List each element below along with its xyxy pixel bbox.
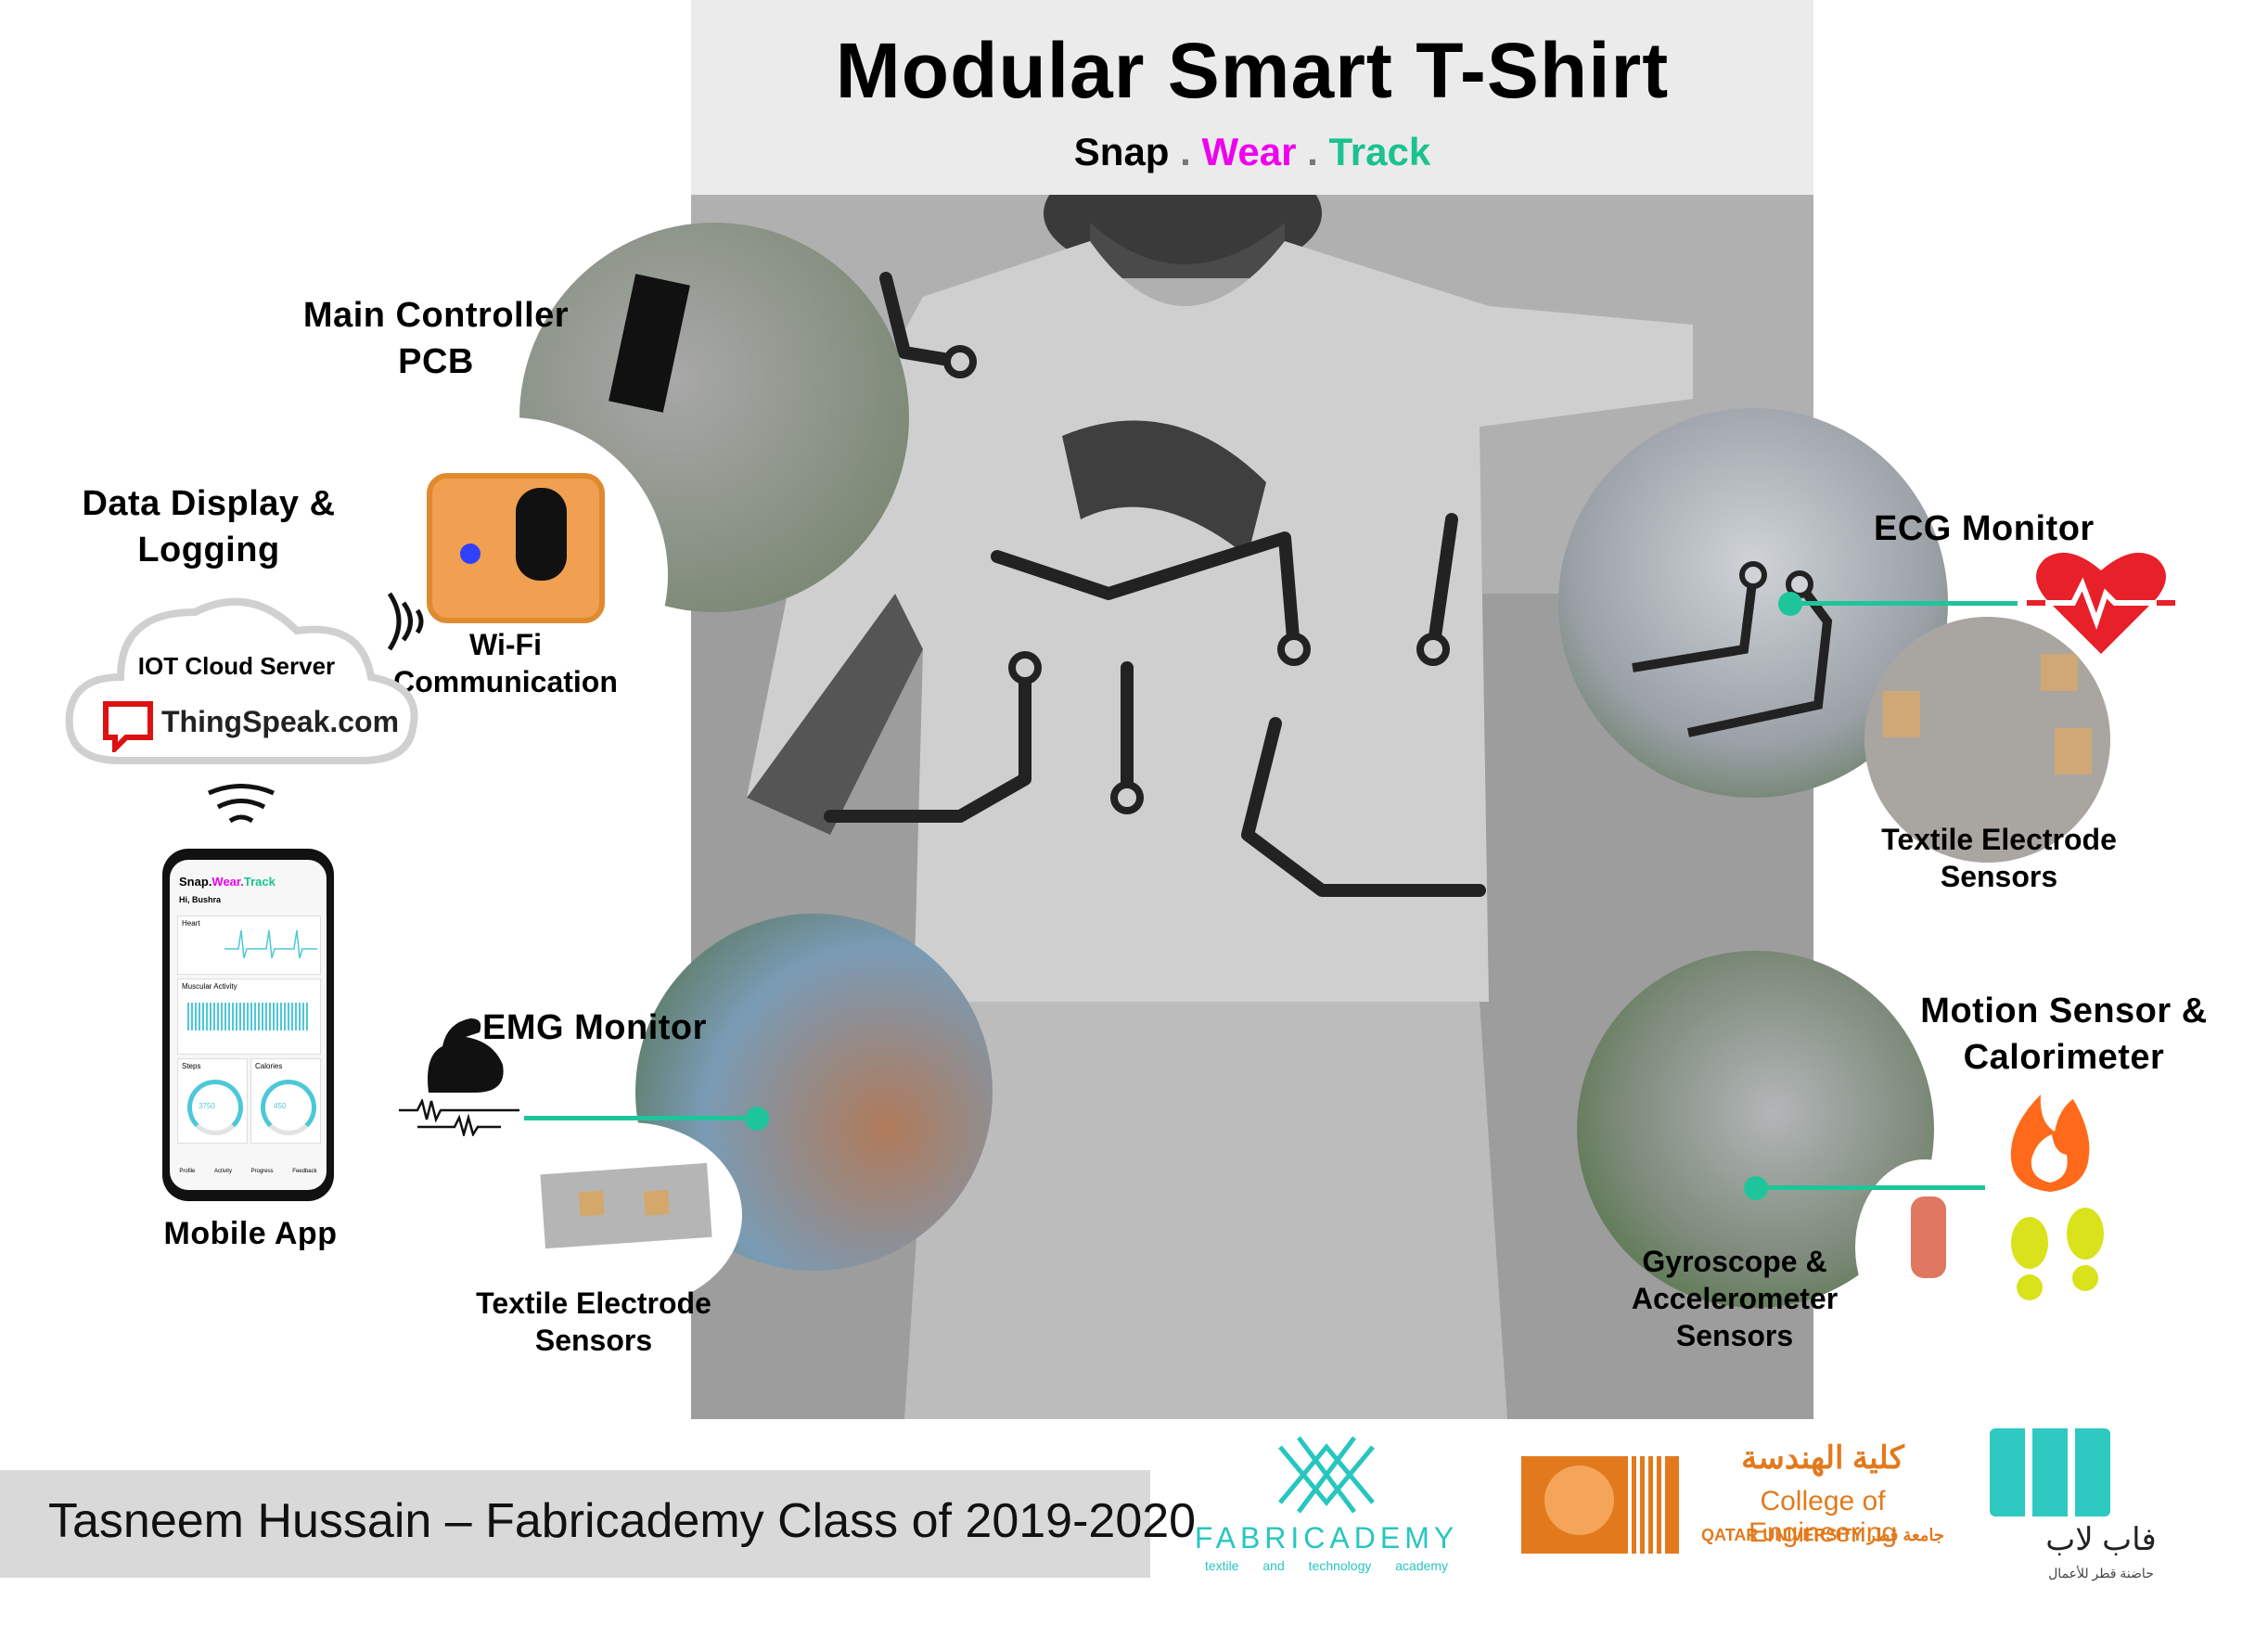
- emg-monitor-label: EMG Monitor: [482, 1008, 707, 1047]
- fire-icon: [2010, 1094, 2090, 1192]
- controller-module-icon: [609, 274, 690, 413]
- ecg-sensor-photo: [1864, 617, 2110, 863]
- motion-connector-node: [1744, 1176, 1768, 1200]
- app-title-track: Track: [243, 875, 275, 889]
- qu-name: QATAR UNIVERSITY جامعة قطر: [1688, 1526, 1957, 1545]
- gyro-sensors-label: Gyroscope & Accelerometer Sensors: [1631, 1245, 1839, 1352]
- nav-feedback[interactable]: Feedback: [292, 1169, 317, 1174]
- ecg-connector-line: [1795, 601, 2018, 606]
- cloud-icon: [65, 597, 418, 764]
- page-title: Modular Smart T-Shirt: [835, 27, 1670, 114]
- footer-credit: Tasneem Hussain – Fabricademy Class of 2…: [48, 1494, 1197, 1548]
- fablab-arabic-name: فاب لاب: [2045, 1522, 2157, 1557]
- fabricademy-logo[interactable]: FABRICADEMY textile and technology acade…: [1178, 1428, 1475, 1581]
- steps-card-label: Steps: [182, 1062, 201, 1070]
- college-of-engineering-logo[interactable]: كلية الهندسة College of Engineering QATA…: [1521, 1438, 1957, 1558]
- app-title: Snap.Wear.Track: [179, 875, 275, 889]
- emg-sensor-photo: [515, 1122, 742, 1308]
- qu-english-name: QATAR UNIVERSITY: [1701, 1526, 1864, 1544]
- calories-card-label: Calories: [255, 1062, 283, 1070]
- fablab-subtitle: حاضنة قطر للأعمال: [2048, 1566, 2154, 1580]
- tagline-separator: .: [1307, 130, 1318, 173]
- steps-card[interactable]: Steps 3750: [177, 1058, 248, 1144]
- thingspeak-name: ThingSpeak.com: [161, 705, 400, 738]
- ecg-electrode-icon: [2055, 728, 2092, 774]
- app-title-wear: Wear.: [211, 875, 244, 889]
- nav-activity[interactable]: Activity: [213, 1169, 232, 1174]
- heart-card[interactable]: Heart: [177, 915, 321, 975]
- fabricademy-name: FABRICADEMY: [1194, 1521, 1459, 1555]
- tagline-separator: .: [1180, 130, 1191, 173]
- steps-gauge-icon: [187, 1080, 243, 1135]
- tagline-snap: Snap: [1073, 130, 1170, 173]
- wifi-waves-icon: [208, 784, 275, 824]
- title-banner: [691, 0, 1813, 195]
- thingspeak-logo-icon: [103, 701, 153, 752]
- pcb-board-icon: [427, 473, 605, 623]
- emg-connector-node: [745, 1107, 769, 1131]
- fablab-mark-icon: [1990, 1428, 2110, 1516]
- flexed-arm-icon: [428, 1018, 504, 1093]
- footprints-icon: [2011, 1208, 2104, 1300]
- main-controller-label: Main Controller PCB: [302, 296, 570, 381]
- ecg-connector-node: [1778, 592, 1802, 616]
- motion-sensor-label: Motion Sensor & Calorimeter: [1920, 992, 2208, 1077]
- fabricademy-subtitle: textile and technology academy: [1204, 1558, 1449, 1573]
- ecg-monitor-label: ECG Monitor: [1874, 509, 2095, 548]
- coe-arabic-name: كلية الهندسة: [1741, 1440, 1904, 1476]
- app-greeting: Hi, Bushra: [179, 895, 222, 904]
- emg-textile-band-icon: [540, 1162, 712, 1249]
- mobile-app-label: Mobile App: [163, 1216, 338, 1251]
- fabricademy-knot-icon: [1278, 1436, 1375, 1514]
- motion-connector-line: [1758, 1185, 1985, 1190]
- app-title-snap: Snap.: [179, 875, 212, 889]
- iot-server-label: IOT Cloud Server: [137, 652, 336, 680]
- pcb-photo: [352, 417, 668, 733]
- calories-value: 450: [274, 1102, 287, 1110]
- ecg-waveform-icon: [224, 929, 317, 959]
- ecg-sensors-label: Textile Electrode Sensors: [1881, 823, 2117, 893]
- calories-card[interactable]: Calories 450: [250, 1058, 321, 1144]
- wifi-label: Wi-Fi Communication: [393, 628, 618, 698]
- fablab-logo[interactable]: فاب لاب حاضنة قطر للأعمال: [1976, 1428, 2171, 1591]
- thingspeak-logo: ThingSpeak.com: [102, 696, 399, 752]
- phone-screen: Snap.Wear.Track Hi, Bushra Heart Muscula…: [170, 860, 327, 1190]
- emg-signal-icon: [399, 1099, 519, 1136]
- phone-mockup: Snap.Wear.Track Hi, Bushra Heart Muscula…: [162, 849, 334, 1201]
- muscle-card[interactable]: Muscular Activity: [177, 979, 321, 1055]
- muscle-card-label: Muscular Activity: [182, 982, 237, 991]
- data-display-label: Data Display & Logging: [82, 484, 336, 569]
- tagline: Snap . Wear . Track: [691, 130, 1813, 174]
- heart-pulse-icon: [2027, 552, 2175, 654]
- motion-sensor-board-icon: [1911, 1197, 1946, 1278]
- emg-waveform-icon: [187, 1003, 308, 1030]
- app-bottom-nav: Profile Activity Progress Feedback: [170, 1153, 327, 1190]
- coe-english-name: College of Engineering: [1748, 1486, 1898, 1548]
- heart-card-label: Heart: [182, 919, 200, 928]
- tagline-track: Track: [1328, 130, 1431, 173]
- wifi-waves-icon: [387, 592, 424, 651]
- tagline-wear: Wear: [1201, 130, 1297, 173]
- nav-progress[interactable]: Progress: [250, 1169, 274, 1174]
- qu-building-icon: [1521, 1456, 1679, 1554]
- ecg-electrode-icon: [1883, 691, 1920, 737]
- emg-connector-line: [524, 1116, 756, 1120]
- emg-sensors-label: Textile Electrode Sensors: [476, 1286, 711, 1357]
- ecg-circuit-icon: [1632, 561, 1833, 737]
- footer-bar: [0, 1470, 1150, 1578]
- calories-gauge-icon: [261, 1080, 316, 1135]
- steps-value: 3750: [199, 1102, 215, 1110]
- nav-profile[interactable]: Profile: [179, 1169, 196, 1174]
- hero-photo: [691, 0, 1813, 1419]
- qu-arabic-name: جامعة قطر: [1867, 1526, 1944, 1544]
- ecg-electrode-icon: [2041, 654, 2078, 691]
